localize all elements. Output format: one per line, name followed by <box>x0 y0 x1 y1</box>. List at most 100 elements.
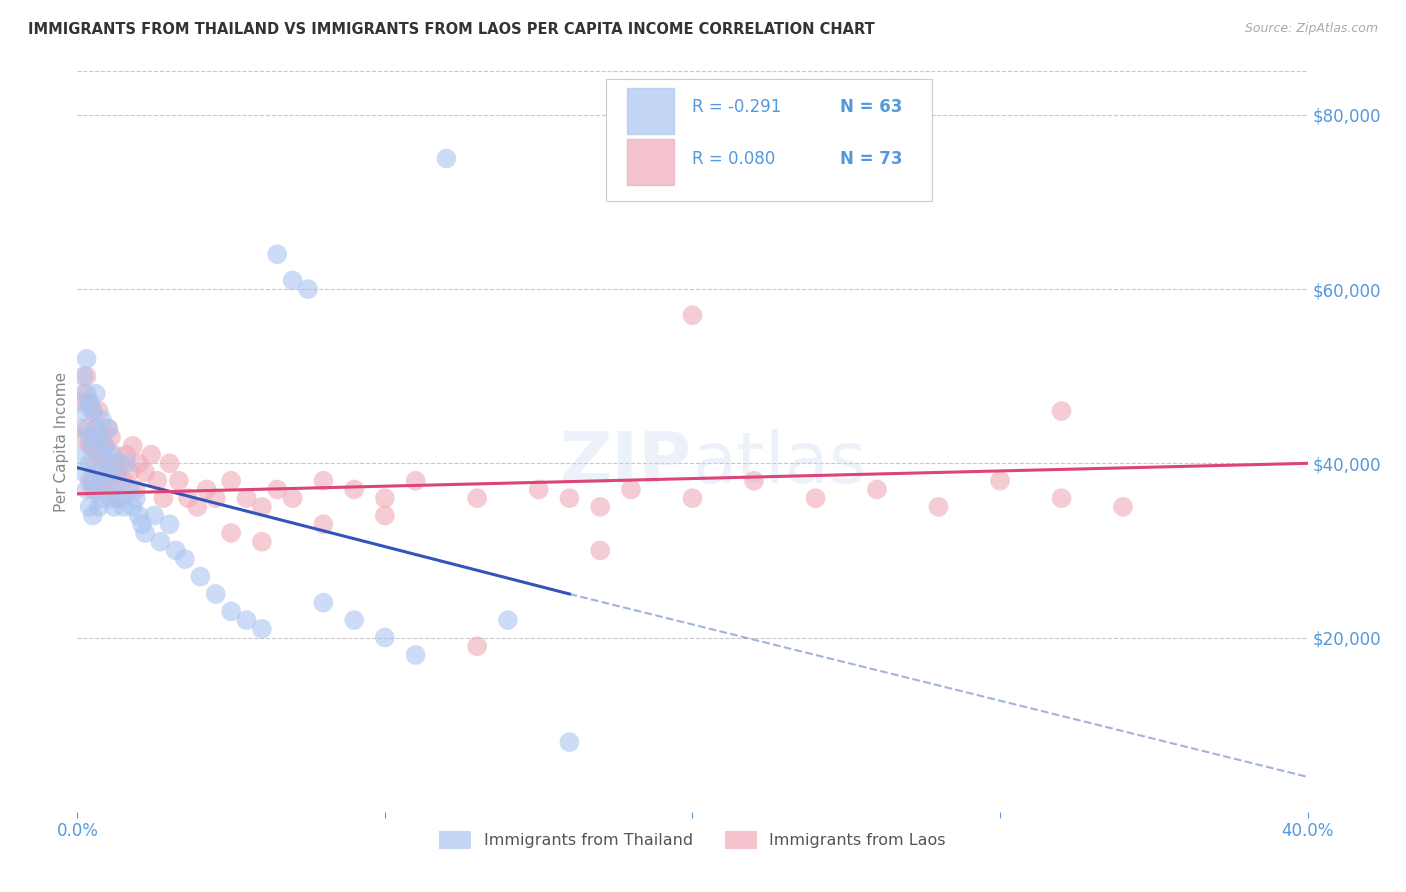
Point <box>152 491 174 505</box>
Point <box>219 604 242 618</box>
Point <box>82 508 104 523</box>
Point <box>195 483 218 497</box>
Point <box>97 421 120 435</box>
Point <box>188 569 212 583</box>
Point <box>94 439 117 453</box>
Point <box>103 448 125 462</box>
Point <box>84 483 107 497</box>
Point <box>143 508 166 523</box>
Point <box>103 456 125 470</box>
Point <box>84 386 107 401</box>
Point <box>343 483 366 497</box>
Point <box>589 500 612 514</box>
Point <box>620 483 643 497</box>
Point <box>105 491 128 505</box>
Point <box>87 500 110 514</box>
Text: IMMIGRANTS FROM THAILAND VS IMMIGRANTS FROM LAOS PER CAPITA INCOME CORRELATION C: IMMIGRANTS FROM THAILAND VS IMMIGRANTS F… <box>28 22 875 37</box>
Point <box>87 430 110 444</box>
Point <box>118 483 141 497</box>
Point <box>69 421 91 435</box>
Point <box>235 613 257 627</box>
Point <box>159 456 181 470</box>
Point <box>72 430 94 444</box>
Point <box>90 413 114 427</box>
Point <box>103 500 125 514</box>
FancyBboxPatch shape <box>627 139 673 186</box>
Text: ZIP: ZIP <box>560 429 693 499</box>
Point <box>165 543 187 558</box>
Point <box>100 430 122 444</box>
Point <box>149 534 172 549</box>
Point <box>250 622 273 636</box>
Point <box>82 404 104 418</box>
Point <box>121 439 143 453</box>
Point <box>374 631 396 645</box>
Text: atlas: atlas <box>693 429 868 499</box>
Point <box>100 448 122 462</box>
Point <box>1050 491 1073 505</box>
Point <box>87 465 110 479</box>
Point <box>84 456 107 470</box>
Point <box>682 491 704 505</box>
Point <box>79 395 101 409</box>
Point <box>312 517 335 532</box>
Point <box>159 517 181 532</box>
Point <box>928 500 950 514</box>
Point <box>266 483 288 497</box>
Legend: Immigrants from Thailand, Immigrants from Laos: Immigrants from Thailand, Immigrants fro… <box>433 824 952 855</box>
Text: R = 0.080: R = 0.080 <box>693 150 776 168</box>
Point <box>266 247 288 261</box>
Point <box>79 395 101 409</box>
Point <box>97 456 120 470</box>
Point <box>90 474 114 488</box>
Point <box>219 526 242 541</box>
Point <box>219 474 242 488</box>
Point <box>146 474 169 488</box>
Point <box>374 508 396 523</box>
Point <box>82 483 104 497</box>
Point <box>100 474 122 488</box>
Point <box>72 386 94 401</box>
Point <box>558 735 581 749</box>
Point <box>141 448 163 462</box>
Point <box>131 517 153 532</box>
Point <box>125 483 148 497</box>
Point <box>115 448 138 462</box>
Point <box>69 448 91 462</box>
Y-axis label: Per Capita Income: Per Capita Income <box>53 371 69 512</box>
Point <box>94 474 117 488</box>
Text: R = -0.291: R = -0.291 <box>693 98 782 116</box>
Point <box>374 491 396 505</box>
Point <box>125 491 148 505</box>
Point <box>297 282 319 296</box>
Point <box>134 526 156 541</box>
Point <box>84 421 107 435</box>
Point <box>134 465 156 479</box>
Point <box>174 552 197 566</box>
Point <box>112 474 135 488</box>
Point <box>496 613 519 627</box>
Point <box>94 439 117 453</box>
Point <box>988 474 1011 488</box>
Point <box>87 448 110 462</box>
Point <box>69 395 91 409</box>
Point <box>235 491 257 505</box>
Point <box>866 483 889 497</box>
Point <box>90 448 114 462</box>
Point <box>97 465 120 479</box>
Point <box>589 543 612 558</box>
Point <box>112 500 135 514</box>
Point <box>79 456 101 470</box>
FancyBboxPatch shape <box>627 87 673 134</box>
Point <box>1112 500 1135 514</box>
Point <box>250 500 273 514</box>
Point <box>82 404 104 418</box>
Point <box>82 439 104 453</box>
Point <box>312 474 335 488</box>
Point <box>105 465 128 479</box>
Point <box>110 491 132 505</box>
Point <box>76 386 98 401</box>
Point <box>558 491 581 505</box>
Point <box>128 456 150 470</box>
Point <box>97 421 120 435</box>
